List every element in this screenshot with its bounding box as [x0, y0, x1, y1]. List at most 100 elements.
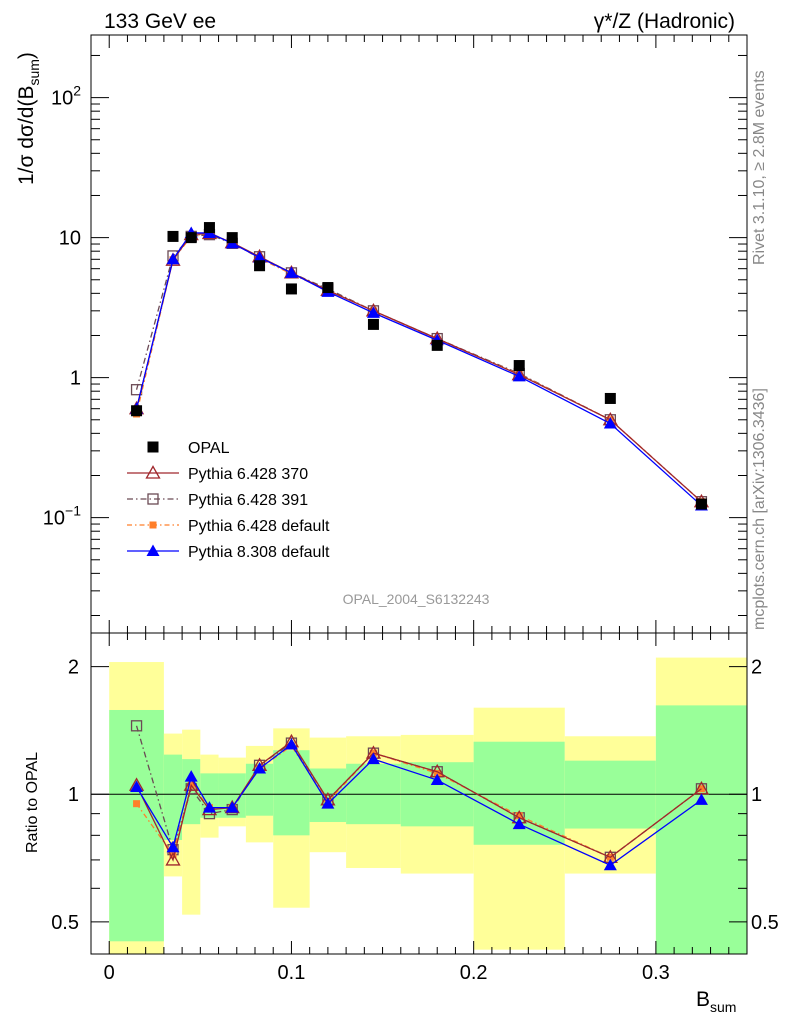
legend: OPAL Pythia 6.428 370 Pythia 6.428 391 Pyth… — [127, 440, 330, 561]
legend-label: Pythia 6.428 391 — [188, 492, 308, 509]
main-y-axis-title-end: ) — [15, 52, 38, 59]
main-point — [131, 405, 143, 417]
ratio-y-tick-label-left: 2 — [68, 657, 79, 679]
inner-band — [200, 773, 219, 818]
main-point — [185, 232, 197, 244]
x-tick-label: 0.3 — [642, 962, 670, 984]
legend-marker — [146, 544, 160, 556]
main-point — [367, 318, 379, 330]
ratio-uncertainty-bands — [109, 657, 747, 954]
ratio-point — [321, 797, 335, 809]
energy-label: 133 GeV ee — [104, 10, 216, 33]
y-tick-label: 1 — [70, 368, 81, 390]
ratio-y-tick-label-right: 1 — [751, 784, 762, 806]
main-point — [166, 252, 180, 265]
ratio-series-3 — [130, 738, 708, 871]
ratio-point — [133, 800, 141, 808]
main-point — [254, 260, 266, 272]
main-point — [513, 360, 525, 372]
legend-item: Pythia 6.428 default — [127, 518, 330, 535]
ratio-y-tick-label-left: 0.5 — [51, 912, 79, 934]
ratio-y-tick-label-left: 1 — [68, 784, 79, 806]
inner-band — [655, 705, 747, 954]
rivet-label: Rivet 3.1.10, ≥ 2.8M events — [751, 70, 768, 265]
main-point — [203, 222, 215, 234]
ratio-point — [603, 858, 617, 871]
main-series — [128, 222, 710, 511]
x-axis-title-sub: sum — [710, 999, 736, 1015]
main-point — [322, 282, 334, 294]
ratio-point — [284, 738, 298, 750]
main-point — [512, 369, 526, 382]
y-tick-label-base: 10 — [43, 508, 65, 530]
ratio-series — [128, 720, 710, 871]
main-series-line — [135, 232, 702, 503]
main-series-1 — [128, 225, 710, 508]
x-axis-title: Bsum — [696, 988, 736, 1015]
main-point — [253, 251, 267, 263]
y-tick-label: 10 — [59, 228, 81, 250]
ratio-point — [166, 840, 180, 853]
ratio-point — [512, 817, 526, 830]
inner-band — [182, 759, 201, 825]
ratio-point — [165, 852, 181, 866]
main-series-line — [135, 233, 702, 503]
main-point — [603, 417, 617, 429]
legend-item: Pythia 8.308 default — [127, 544, 330, 561]
ratio-point — [130, 720, 143, 732]
ratio-point — [183, 777, 199, 791]
ratio-point — [253, 761, 267, 774]
legend-marker — [149, 521, 157, 529]
source-label: mcplots.cern.ch [arXiv:1306.3436] — [751, 388, 768, 630]
main-point — [604, 392, 616, 404]
ratio-point — [130, 780, 144, 793]
main-point — [167, 230, 179, 242]
y-tick-label: 102 — [51, 83, 81, 110]
main-y-axis-title-text: 1/σ dσ/d(B — [15, 86, 38, 185]
ratio-y-axis-title: Ratio to OPAL — [24, 752, 41, 853]
ratio-point — [433, 769, 441, 777]
legend-marker — [145, 465, 161, 479]
main-series-3 — [133, 229, 705, 506]
ratio-point — [694, 793, 708, 805]
x-tick-label: 0.1 — [278, 962, 306, 984]
ratio-point — [515, 812, 523, 820]
x-tick-label: 0.2 — [460, 962, 488, 984]
legend-label: Pythia 6.428 default — [188, 518, 330, 535]
legend-item: OPAL — [147, 440, 230, 457]
inner-band — [163, 754, 183, 840]
ratio-y-tick-label-right: 2 — [751, 657, 762, 679]
main-point — [695, 498, 707, 510]
ratio-point — [184, 770, 198, 782]
legend-label: Pythia 6.428 370 — [188, 466, 308, 483]
main-series-line — [135, 232, 702, 507]
y-tick-label-exp: 2 — [73, 83, 81, 99]
y-tick-label-exp: −1 — [65, 503, 81, 519]
main-point — [284, 266, 298, 278]
y-tick-label-base: 10 — [51, 88, 73, 110]
main-y-axis-title: 1/σ dσ/d(Bsum) — [15, 52, 42, 185]
legend-item: Pythia 6.428 391 — [127, 492, 308, 509]
main-series-line — [135, 232, 702, 503]
ratio-y-tick-label-right: 0.5 — [751, 912, 779, 934]
x-tick-label: 0 — [104, 962, 115, 984]
main-series-0 — [131, 222, 707, 510]
process-label: γ*/Z (Hadronic) — [594, 10, 735, 33]
ratio-point — [366, 752, 380, 765]
main-y-axis-title-sub: sum — [26, 59, 42, 85]
main-point — [366, 306, 380, 318]
y-tick-label: 10−1 — [43, 503, 81, 530]
legend-marker — [147, 441, 159, 453]
main-point — [285, 283, 297, 295]
inner-band — [109, 709, 164, 942]
ratio-point — [225, 801, 239, 813]
main-point — [226, 232, 238, 244]
legend-item: Pythia 6.428 370 — [127, 465, 308, 483]
legend-label: Pythia 8.308 default — [188, 544, 330, 561]
analysis-id: OPAL_2004_S6132243 — [343, 591, 490, 607]
legend-marker — [147, 493, 159, 505]
legend-label: OPAL — [188, 440, 230, 457]
main-point — [431, 339, 443, 351]
